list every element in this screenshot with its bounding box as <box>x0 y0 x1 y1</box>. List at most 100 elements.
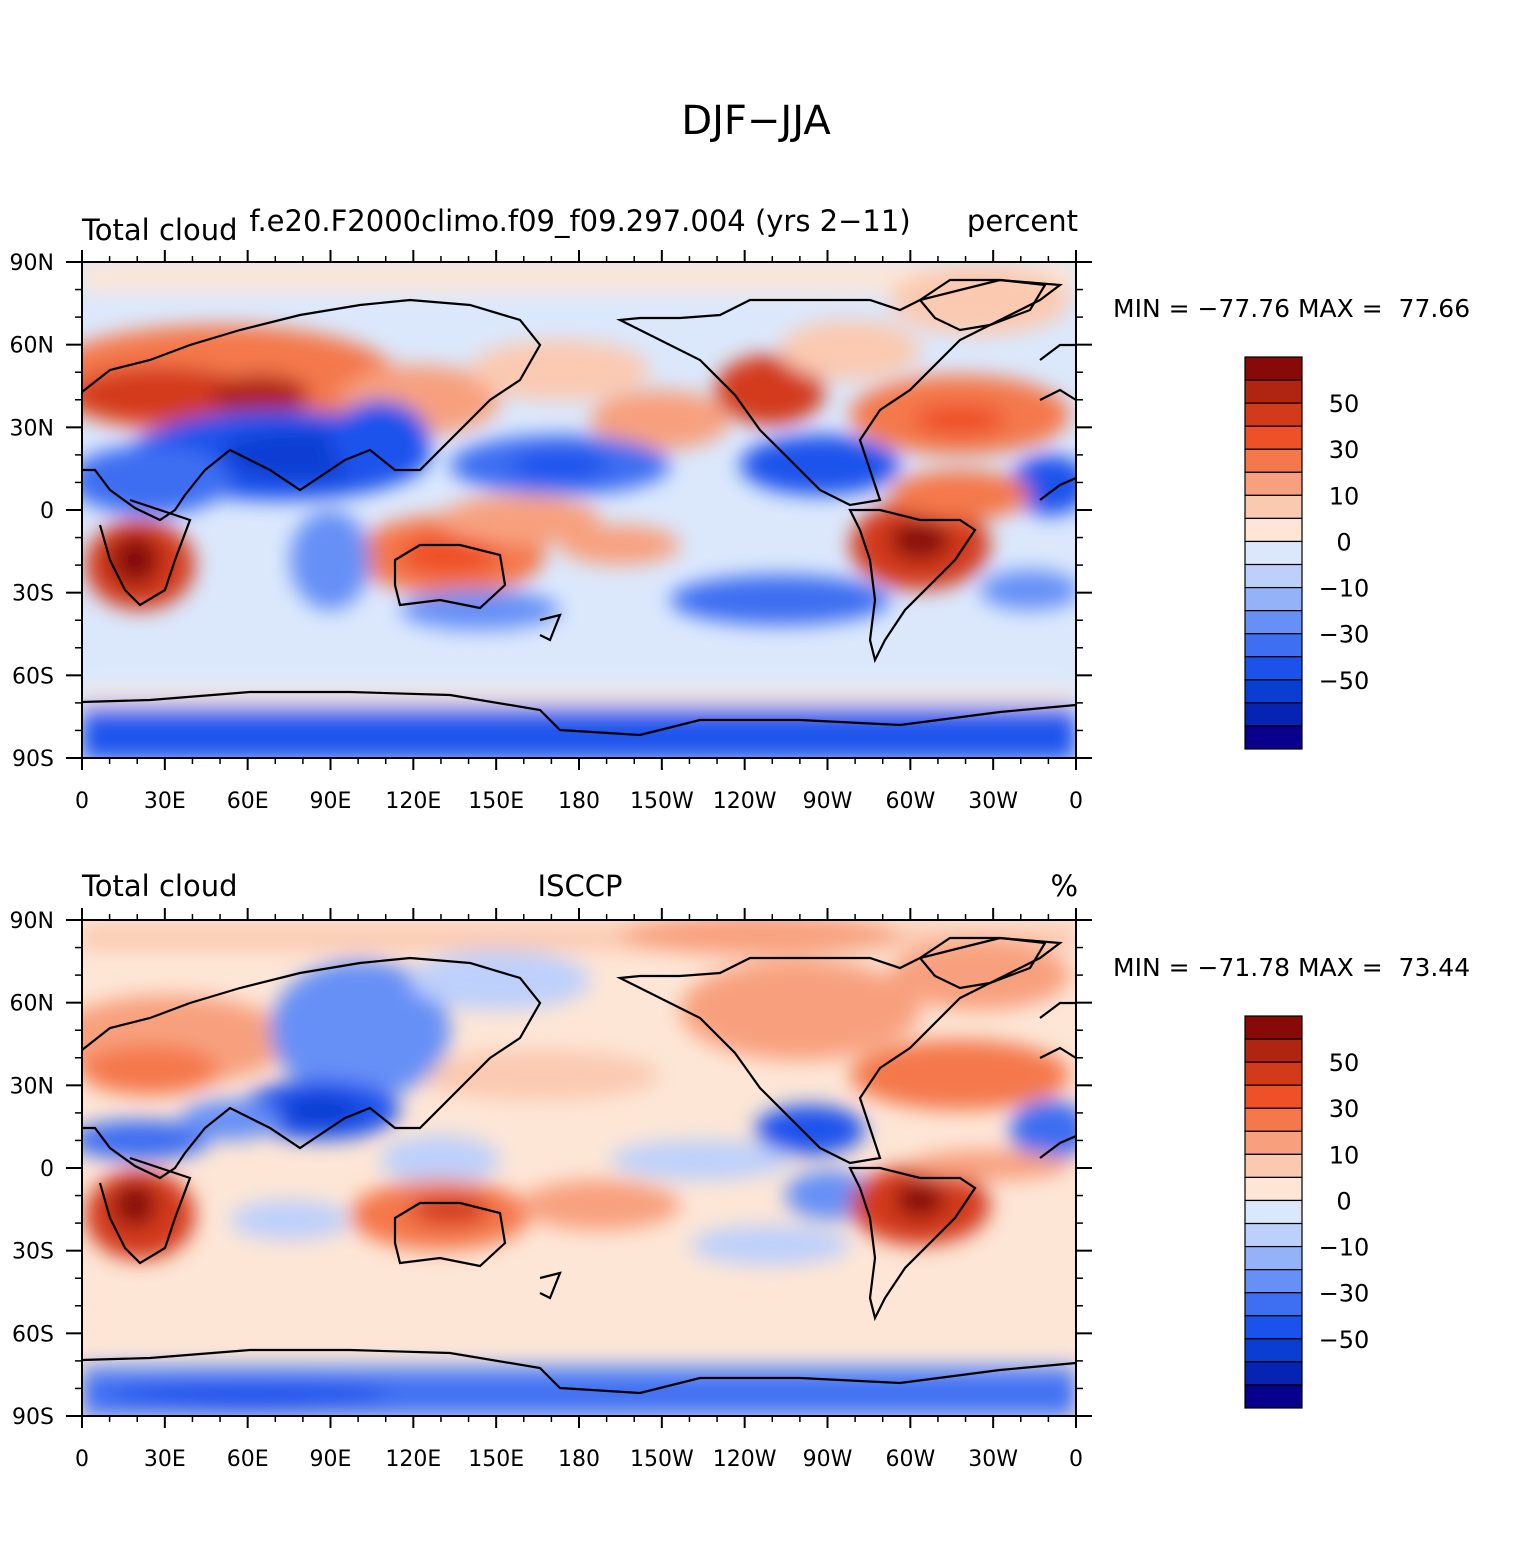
panel-center-title: ISCCP <box>538 869 623 903</box>
y-tick-label: 30N <box>10 416 54 441</box>
colorbar-tick-label: 0 <box>1336 1187 1351 1215</box>
x-tick-label: 60W <box>885 789 935 814</box>
panel-right-title: % <box>1050 869 1078 903</box>
colorbar-swatch <box>1244 679 1303 704</box>
contour-field <box>82 920 1076 1416</box>
colorbar-swatch <box>1244 1153 1303 1179</box>
panel-center-title: f.e20.F2000climo.f09_f09.297.004 (yrs 2−… <box>249 204 910 238</box>
y-tick-label: 60S <box>12 1322 54 1347</box>
x-tick-label: 0 <box>1069 789 1083 814</box>
y-tick-label: 60S <box>12 664 54 689</box>
colorbar-swatch <box>1244 1269 1303 1294</box>
colorbar-swatch <box>1244 1015 1303 1040</box>
colorbar-tick-label: 0 <box>1336 528 1351 556</box>
x-tick-label: 60E <box>227 1447 269 1472</box>
x-tick-label: 180 <box>558 789 600 814</box>
colorbar-swatch <box>1244 1107 1303 1132</box>
contour-field <box>82 262 1076 758</box>
y-tick-label: 90N <box>10 251 54 276</box>
colorbar-swatch <box>1244 379 1303 404</box>
colorbar-tick-label: 10 <box>1329 482 1360 510</box>
colorbar-tick-label: −10 <box>1319 1234 1370 1262</box>
colorbar-swatch <box>1244 586 1303 612</box>
panel-right-title: percent <box>967 204 1078 238</box>
axis-ticks: 0 30E 60E 90E 120E 150E 180 150W 120W 90W 60W 30W 0 9… <box>10 250 1092 814</box>
y-tick-label: 60N <box>10 992 54 1017</box>
colorbar-tick-label: 50 <box>1329 390 1360 418</box>
x-tick-label: 150E <box>468 789 524 814</box>
colorbar-tick-label: −30 <box>1319 621 1370 649</box>
colorbar-swatch <box>1244 1061 1303 1086</box>
colorbar: 50 30 10 0 −10 −30 −50 <box>1244 1015 1370 1409</box>
x-tick-label: 120W <box>713 789 777 814</box>
y-tick-label: 30N <box>10 1074 54 1099</box>
y-tick-label: 0 <box>40 499 54 524</box>
colorbar-swatch <box>1244 448 1303 473</box>
colorbar-swatch <box>1244 1199 1303 1225</box>
colorbar-swatch <box>1244 656 1303 681</box>
colorbar-tick-label: −30 <box>1319 1280 1370 1308</box>
colorbar-swatch <box>1244 471 1303 496</box>
x-tick-label: 90E <box>310 1447 352 1472</box>
colorbar-swatch <box>1244 1084 1303 1109</box>
x-tick-label: 30E <box>144 1447 186 1472</box>
colorbar-tick-label: 30 <box>1329 436 1360 464</box>
x-tick-label: 150W <box>630 789 694 814</box>
colorbar-swatch <box>1244 563 1303 589</box>
x-tick-label: 30E <box>144 789 186 814</box>
x-tick-label: 150E <box>468 1447 524 1472</box>
axis-ticks: 0 30E 60E 90E 120E 150E 180 150W 120W 90W 60W 30W 09… <box>10 908 1092 1472</box>
x-tick-label: 120E <box>385 789 441 814</box>
figure-title: DJF−JJA <box>681 98 831 144</box>
colorbar-swatch <box>1244 1222 1303 1248</box>
coastlines <box>82 278 1076 737</box>
x-tick-label: 150W <box>630 1447 694 1472</box>
min-max-label: MIN = −71.78 MAX = 73.44 <box>1113 953 1470 982</box>
colorbar-swatch <box>1244 494 1303 520</box>
x-tick-label: 0 <box>75 1447 89 1472</box>
colorbar-swatch <box>1244 1338 1303 1363</box>
panel-left-title: Total cloud <box>81 869 237 903</box>
y-tick-label: 0 <box>40 1157 54 1182</box>
coastlines <box>82 936 1076 1395</box>
y-tick-label: 90S <box>12 1405 54 1430</box>
x-tick-label: 60W <box>885 1447 935 1472</box>
x-tick-label: 30W <box>968 789 1018 814</box>
min-max-label: MIN = −77.76 MAX = 77.66 <box>1113 294 1470 323</box>
panel-obs: Total cloud ISCCP % <box>10 869 1471 1472</box>
colorbar-tick-label: 50 <box>1329 1049 1360 1077</box>
panel-model: Total cloud f.e20.F2000climo.f09_f09.297… <box>10 204 1471 814</box>
colorbar-swatch <box>1244 1245 1303 1271</box>
colorbar-swatch <box>1244 1315 1303 1340</box>
colorbar-swatch <box>1244 1292 1303 1317</box>
panel-left-title: Total cloud <box>81 213 237 247</box>
colorbar-swatch <box>1244 1361 1303 1386</box>
x-tick-label: 180 <box>558 1447 600 1472</box>
y-tick-label: 90S <box>12 747 54 772</box>
colorbar-tick-label: −10 <box>1319 575 1370 603</box>
y-tick-label: 90N <box>10 909 54 934</box>
x-tick-label: 0 <box>1069 1447 1083 1472</box>
x-tick-label: 30W <box>968 1447 1018 1472</box>
y-tick-label: 30S <box>12 582 54 607</box>
colorbar-swatch <box>1244 425 1303 450</box>
colorbar-swatch <box>1244 1130 1303 1155</box>
x-tick-label: 120W <box>713 1447 777 1472</box>
x-tick-label: 60E <box>227 789 269 814</box>
x-tick-label: 90E <box>310 789 352 814</box>
colorbar-swatch <box>1244 725 1303 750</box>
x-tick-label: 90W <box>803 789 853 814</box>
colorbar-swatch <box>1244 702 1303 727</box>
colorbar-swatch <box>1244 402 1303 427</box>
colorbar-tick-label: −50 <box>1319 1326 1370 1354</box>
colorbar: 50 30 10 0 −10 −30 −50 <box>1244 356 1370 750</box>
colorbar-swatch <box>1244 517 1303 543</box>
colorbar-swatch <box>1244 540 1303 566</box>
x-tick-label: 120E <box>385 1447 441 1472</box>
colorbar-swatch <box>1244 633 1303 658</box>
y-tick-label: 60N <box>10 334 54 359</box>
colorbar-swatch <box>1244 1176 1303 1202</box>
colorbar-tick-label: 30 <box>1329 1095 1360 1123</box>
colorbar-swatch <box>1244 610 1303 635</box>
